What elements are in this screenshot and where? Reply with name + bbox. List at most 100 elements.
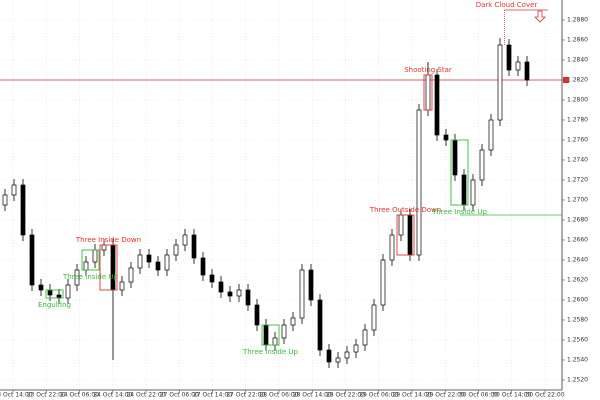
y-tick-label: 1.2680	[567, 217, 588, 224]
candle-body	[398, 214, 404, 236]
candle-body	[371, 304, 377, 331]
candle-body	[191, 234, 197, 259]
y-tick-label: 1.2840	[567, 57, 588, 64]
x-tick-label: 30 Oct 22:00	[525, 392, 564, 399]
x-tick-label: 30 Oct 06:00	[459, 392, 498, 399]
candle-body	[155, 261, 161, 271]
x-tick-label: 27 Oct 06:00	[160, 392, 199, 399]
y-tick-label: 1.2640	[567, 257, 588, 264]
candle-body	[11, 184, 17, 196]
candle-body	[353, 344, 359, 353]
pattern-label: Three Inside Up	[431, 208, 487, 216]
candle-body	[290, 317, 296, 326]
candle-body	[263, 324, 269, 346]
candle-body	[137, 254, 143, 269]
pattern-label: Three Inside Up	[242, 348, 298, 356]
candle-body	[317, 299, 323, 351]
candle-body	[119, 281, 125, 291]
pattern-box	[81, 249, 100, 271]
level-marker	[563, 77, 569, 83]
candle-body	[281, 324, 287, 339]
x-tick-label: 28 Oct 22:00	[326, 392, 365, 399]
candle-body	[461, 174, 467, 206]
candle-body	[110, 244, 116, 291]
candle-body	[425, 74, 431, 111]
candle-body	[488, 119, 494, 151]
candle-body	[434, 74, 440, 136]
y-tick-label: 1.2740	[567, 157, 588, 164]
candle-body	[254, 304, 260, 326]
y-tick-label: 1.2700	[567, 197, 588, 204]
candle-body	[335, 357, 341, 363]
x-tick-label: 23 Oct 22:00	[27, 392, 66, 399]
candle-body	[362, 329, 368, 346]
x-tick-label: 29 Oct 14:00	[392, 392, 431, 399]
y-tick-label: 1.2760	[567, 137, 588, 144]
y-tick-label: 1.2580	[567, 317, 588, 324]
x-tick-label: 30 Oct 14:00	[492, 392, 531, 399]
y-tick-label: 1.2880	[567, 17, 588, 24]
x-tick-label: 27 Oct 14:00	[193, 392, 232, 399]
pattern-box	[423, 74, 433, 111]
candle-body	[452, 139, 458, 176]
candle-body	[479, 149, 485, 181]
candle-body	[272, 337, 278, 346]
candle-body	[29, 234, 35, 286]
pattern-label: Three Inside Down	[75, 236, 141, 244]
candle-body	[56, 294, 62, 299]
x-tick-label: 24 Oct 06:00	[60, 392, 99, 399]
candle-body	[182, 234, 188, 246]
y-tick-label: 1.2600	[567, 297, 588, 304]
y-tick-label: 1.2860	[567, 37, 588, 44]
candle-body	[308, 269, 314, 301]
pattern-box	[396, 214, 415, 256]
x-tick-label: 24 Oct 22:00	[126, 392, 165, 399]
candle-body	[227, 291, 233, 297]
y-tick-label: 1.2780	[567, 117, 588, 124]
candle-body	[209, 274, 215, 283]
candle-body	[173, 244, 179, 256]
pattern-box	[261, 324, 280, 346]
y-tick-label: 1.2560	[567, 337, 588, 344]
candle-body	[443, 134, 449, 141]
candle-body	[2, 194, 8, 206]
candle-body	[20, 184, 26, 236]
pattern-box	[450, 139, 469, 206]
candle-body	[344, 351, 350, 359]
candle-body	[101, 244, 107, 251]
candle-body	[65, 284, 71, 299]
x-tick-label: 27 Oct 22:00	[226, 392, 265, 399]
y-tick-label: 1.2800	[567, 97, 588, 104]
candle-body	[506, 44, 512, 71]
candle-body	[74, 269, 80, 286]
candle-body	[380, 259, 386, 306]
y-tick-label: 1.2660	[567, 237, 588, 244]
candle-body	[146, 254, 152, 263]
x-tick-label: 29 Oct 06:00	[359, 392, 398, 399]
candle-body	[128, 267, 134, 283]
pattern-label: Three Outside Down	[369, 206, 441, 214]
y-tick-label: 1.2820	[567, 77, 588, 84]
y-tick-label: 1.2720	[567, 177, 588, 184]
candle-body	[38, 284, 44, 291]
candle-body	[200, 257, 206, 276]
pattern-box	[45, 289, 64, 299]
pattern-box	[99, 244, 118, 291]
pattern-label: Engulfing	[38, 301, 71, 309]
candle-body	[83, 261, 89, 271]
x-tick-label: 28 Oct 06:00	[259, 392, 298, 399]
x-tick-label: 29 Oct 22:00	[426, 392, 465, 399]
pattern-label: Shooting Star	[404, 66, 452, 74]
candle-body	[299, 269, 305, 319]
candle-body	[524, 61, 530, 81]
candle-body	[407, 214, 413, 256]
pattern-arrow	[534, 10, 546, 23]
candle-body	[164, 254, 170, 271]
candle-body	[389, 234, 395, 261]
candle-body	[497, 44, 503, 121]
candle-body	[326, 349, 332, 363]
x-tick-label: 23 Oct 14:00	[0, 392, 33, 399]
candle-body	[515, 61, 521, 71]
y-tick-label: 1.2520	[567, 377, 588, 384]
pattern-label: Three Inside Up	[62, 273, 118, 281]
